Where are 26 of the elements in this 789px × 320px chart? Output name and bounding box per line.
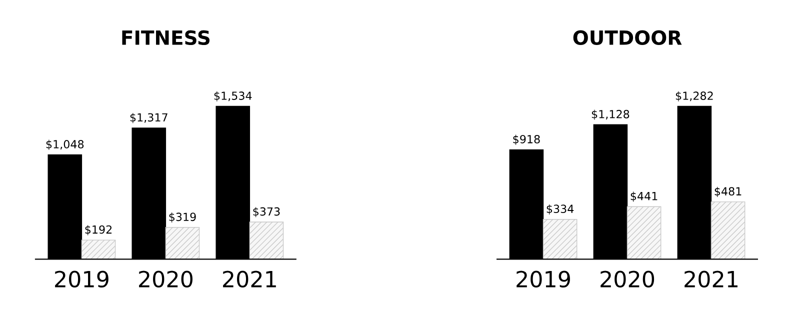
data-label: $1,282	[676, 91, 713, 102]
data-label: $334	[546, 204, 574, 215]
data-label: $441	[630, 192, 658, 202]
bar	[626, 206, 662, 260]
data-label: $319	[169, 212, 196, 223]
chart-title: FITNESS	[122, 30, 210, 46]
bar	[81, 240, 116, 260]
chart-title: OUTDOOR	[573, 30, 682, 46]
x-tick-label: 2021	[684, 270, 738, 288]
bar	[165, 227, 200, 260]
x-tick-label: 2020	[139, 270, 192, 288]
data-label: $192	[85, 225, 112, 236]
data-label: $1,317	[130, 112, 168, 124]
x-tick-label: 2020	[600, 270, 654, 288]
x-tick-label: 2021	[223, 270, 276, 288]
x-tick-label: 2019	[516, 270, 570, 288]
x-tick-label: 2019	[55, 270, 108, 288]
data-label: $1,048	[46, 140, 84, 150]
data-label: $918	[513, 134, 540, 145]
data-label: $373	[253, 207, 280, 218]
bar	[542, 219, 578, 260]
data-label: $481	[714, 186, 742, 197]
bar	[249, 222, 284, 260]
bar	[710, 201, 746, 260]
data-label: $1,128	[592, 110, 630, 120]
data-label: $1,534	[214, 91, 252, 102]
